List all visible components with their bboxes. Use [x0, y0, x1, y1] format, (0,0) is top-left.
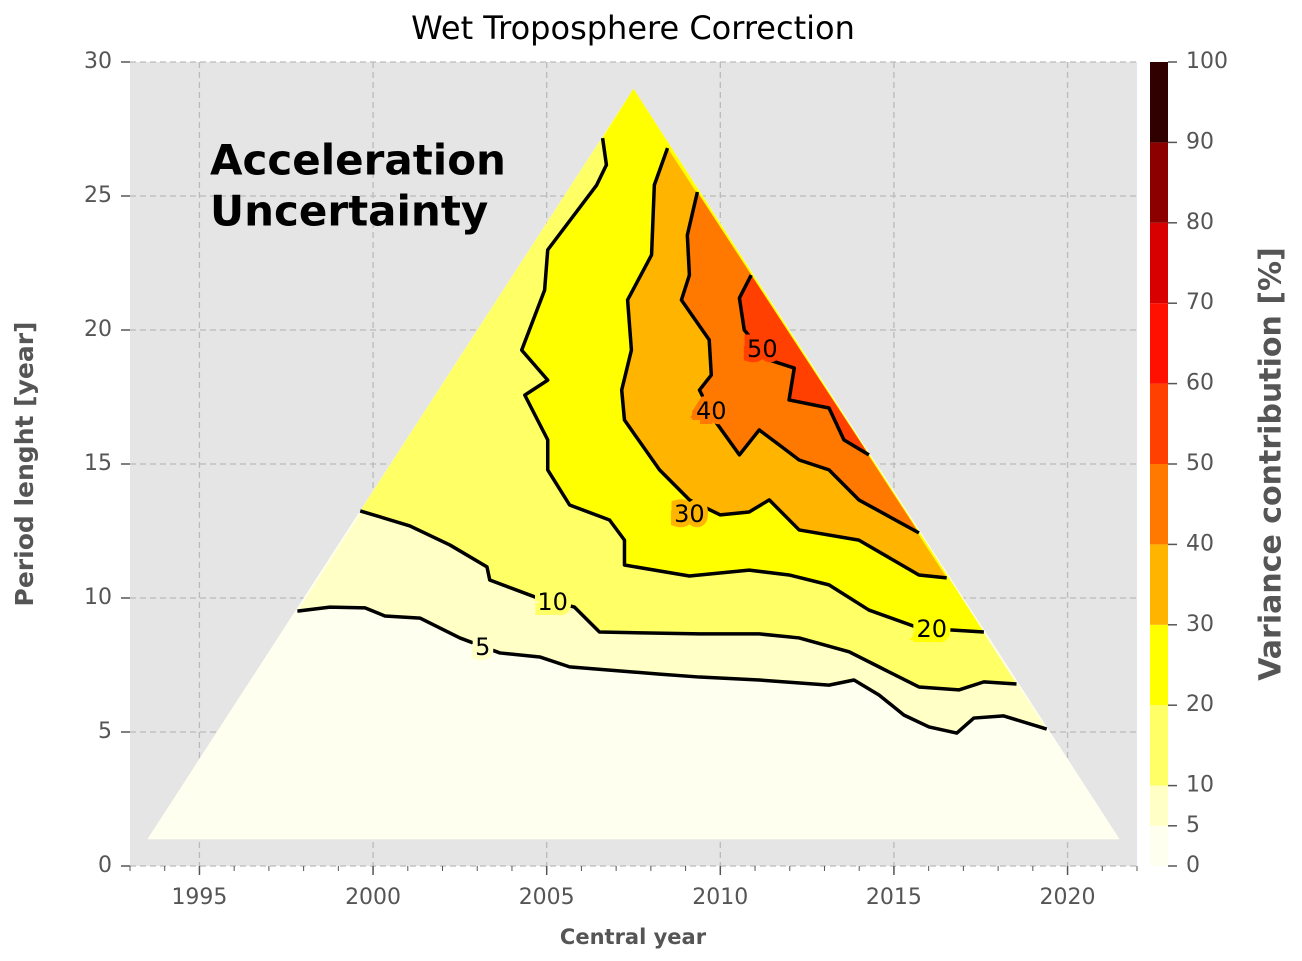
colorbar-tick-label: 50: [1186, 451, 1214, 476]
y-tick-label: 0: [98, 853, 112, 878]
colorbar-tick-label: 70: [1186, 290, 1214, 315]
colorbar-band: [1150, 705, 1168, 786]
colorbar-tick-label: 80: [1186, 210, 1214, 235]
y-tick-label: 30: [84, 49, 112, 74]
contour-label: 20: [917, 615, 948, 643]
colorbar-tick-label: 60: [1186, 371, 1214, 396]
x-axis-label: Central year: [560, 925, 707, 949]
contour-line: [737, 274, 870, 457]
colorbar-tick-label: 10: [1186, 773, 1214, 798]
chart-title: Wet Troposphere Correction: [411, 9, 855, 47]
y-tick-label: 5: [98, 719, 112, 744]
colorbar-label: Variance contribution [%]: [1254, 247, 1289, 681]
contour-label: 10: [537, 588, 568, 616]
y-axis-label: Period lenght [year]: [10, 322, 39, 607]
colorbar-tick-label: 40: [1186, 531, 1214, 556]
colorbar-band: [1150, 464, 1168, 545]
annotation: Acceleration: [210, 136, 506, 185]
colorbar-band: [1150, 62, 1168, 143]
colorbar-band: [1150, 303, 1168, 384]
annotation: Uncertainty: [210, 187, 488, 236]
contour-label: 30: [674, 500, 705, 528]
contour-line: [519, 137, 984, 634]
y-tick-label: 10: [84, 585, 112, 610]
x-tick-label: 2000: [345, 885, 401, 910]
colorbar-tick-label: 20: [1186, 692, 1214, 717]
colorbar-band: [1150, 785, 1168, 826]
colorbar-band: [1150, 624, 1168, 706]
x-tick-label: 2020: [1040, 885, 1096, 910]
contour-label: 50: [747, 335, 778, 363]
contour-region: [739, 275, 869, 455]
colorbar-tick-label: 5: [1186, 813, 1200, 838]
colorbar-tick-label: 100: [1186, 49, 1228, 74]
colorbar-tick-label: 0: [1186, 853, 1200, 878]
contour-line: [679, 191, 920, 535]
colorbar-band: [1150, 222, 1168, 304]
colorbar-band: [1150, 383, 1168, 464]
contour-line: [359, 509, 1017, 692]
colorbar-tick-label: 90: [1186, 129, 1214, 154]
colorbar-band: [1150, 544, 1168, 625]
contour-line: [297, 605, 1048, 735]
contour-label: 40: [696, 397, 727, 425]
x-tick-label: 2010: [692, 885, 748, 910]
y-tick-label: 20: [84, 317, 112, 342]
x-tick-label: 2015: [866, 885, 922, 910]
colorbar-band: [1150, 825, 1168, 866]
colorbar-tick-label: 30: [1186, 612, 1214, 637]
colorbar-band: [1150, 142, 1168, 223]
y-tick-label: 15: [84, 451, 112, 476]
x-tick-label: 2005: [519, 885, 575, 910]
contour-label: 5: [475, 633, 490, 661]
contour-line: [619, 147, 947, 580]
y-tick-label: 25: [84, 183, 112, 208]
x-tick-label: 1995: [171, 885, 227, 910]
